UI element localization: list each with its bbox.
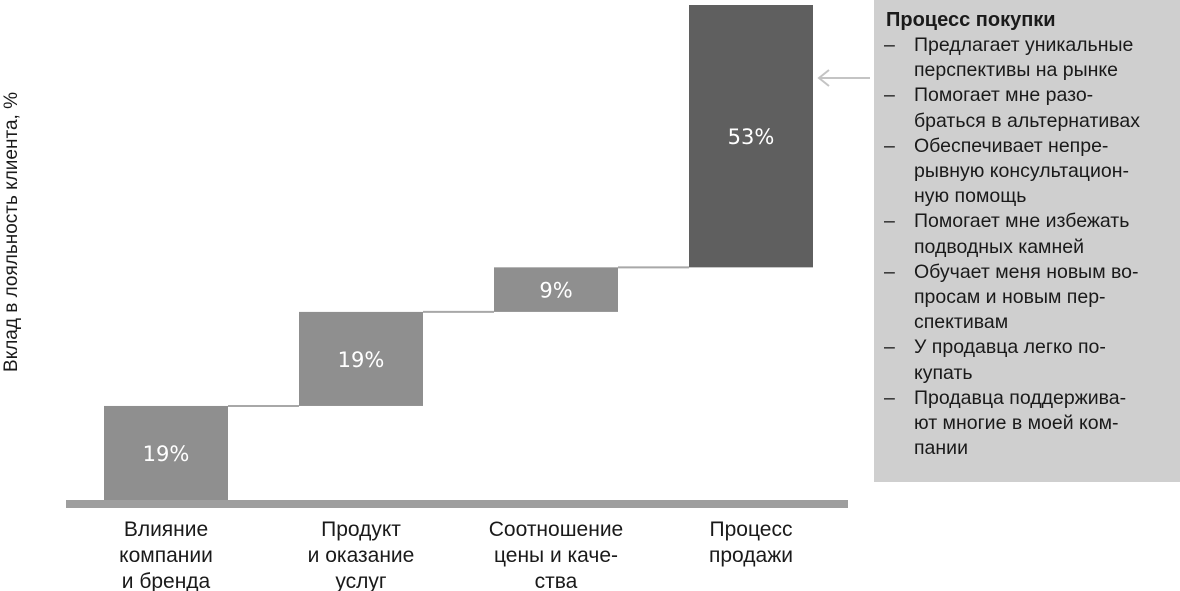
category-label-1: Влияние компании и бренда [119, 518, 213, 591]
callout-list: – Предлагает уникальные перспективы на ры… [884, 33, 1170, 461]
callout-item: – Помогает мне избежать подводных камней [884, 209, 1170, 259]
bar-value-label-3: 9% [539, 279, 572, 303]
bar-4 [689, 5, 813, 268]
dash-bullet: – [884, 210, 895, 233]
dash-bullet: – [884, 34, 895, 56]
dash-bullet: – [884, 386, 895, 409]
callout-item-text: Обеспечивает непре- рывную консультацион… [914, 134, 1129, 208]
dash-bullet: – [884, 84, 895, 107]
bar-2 [299, 311, 423, 406]
waterfall-chart: 19% 19% 9% 53% Влияние компании и бренда Проду… [1, 5, 870, 591]
callout-item-text: Помогает мне избежать подводных камней [914, 210, 1130, 258]
callout-item: – Помогает мне разо- браться в альтернати… [884, 83, 1170, 133]
callout-item: – Обучает меня новым во- просам и новым п… [884, 260, 1170, 336]
callout-item: – Предлагает уникальные перспективы на ры… [884, 33, 1170, 83]
y-axis-label: Вклад в лояльность клиента, % [1, 92, 22, 372]
callout-item: – Обеспечивает непре- рывную консультацио… [884, 134, 1170, 210]
dash-bullet: – [884, 260, 895, 283]
bar-3 [494, 267, 618, 312]
bar-value-label-4: 53% [728, 125, 775, 149]
x-axis-baseline [66, 500, 848, 508]
bar-1 [104, 405, 228, 500]
bar-value-label-1: 19% [143, 442, 190, 466]
callout-item: – У продавца легко по- купать [884, 335, 1170, 385]
callout-item-text: Продавца поддержива- ют многие в моей ко… [914, 386, 1127, 460]
sales-process-callout: Процесс покупки – Предлагает уникальные п… [874, 0, 1180, 482]
dash-bullet: – [884, 134, 895, 157]
callout-arrow [817, 69, 870, 87]
category-label-3: Соотношение цены и каче-ства [489, 518, 624, 591]
category-label-4: Процесс продажи [709, 518, 793, 567]
category-label-2: Продукт и оказание услуг [308, 518, 415, 591]
callout-title: Процесс покупки [886, 9, 1056, 31]
callout-item-text: Предлагает уникальные перспективы на рын… [914, 34, 1134, 82]
bar-value-label-2: 19% [338, 348, 385, 372]
callout-item: – Продавца поддержива- ют многие в моей к… [884, 386, 1170, 462]
callout-item-text: У продавца легко по- купать [914, 336, 1106, 384]
callout-item-text: Обучает меня новым во- просам и новым пе… [914, 260, 1139, 334]
callout-item-text: Помогает мне разо- браться в альтернатив… [914, 84, 1141, 132]
dash-bullet: – [884, 336, 895, 359]
